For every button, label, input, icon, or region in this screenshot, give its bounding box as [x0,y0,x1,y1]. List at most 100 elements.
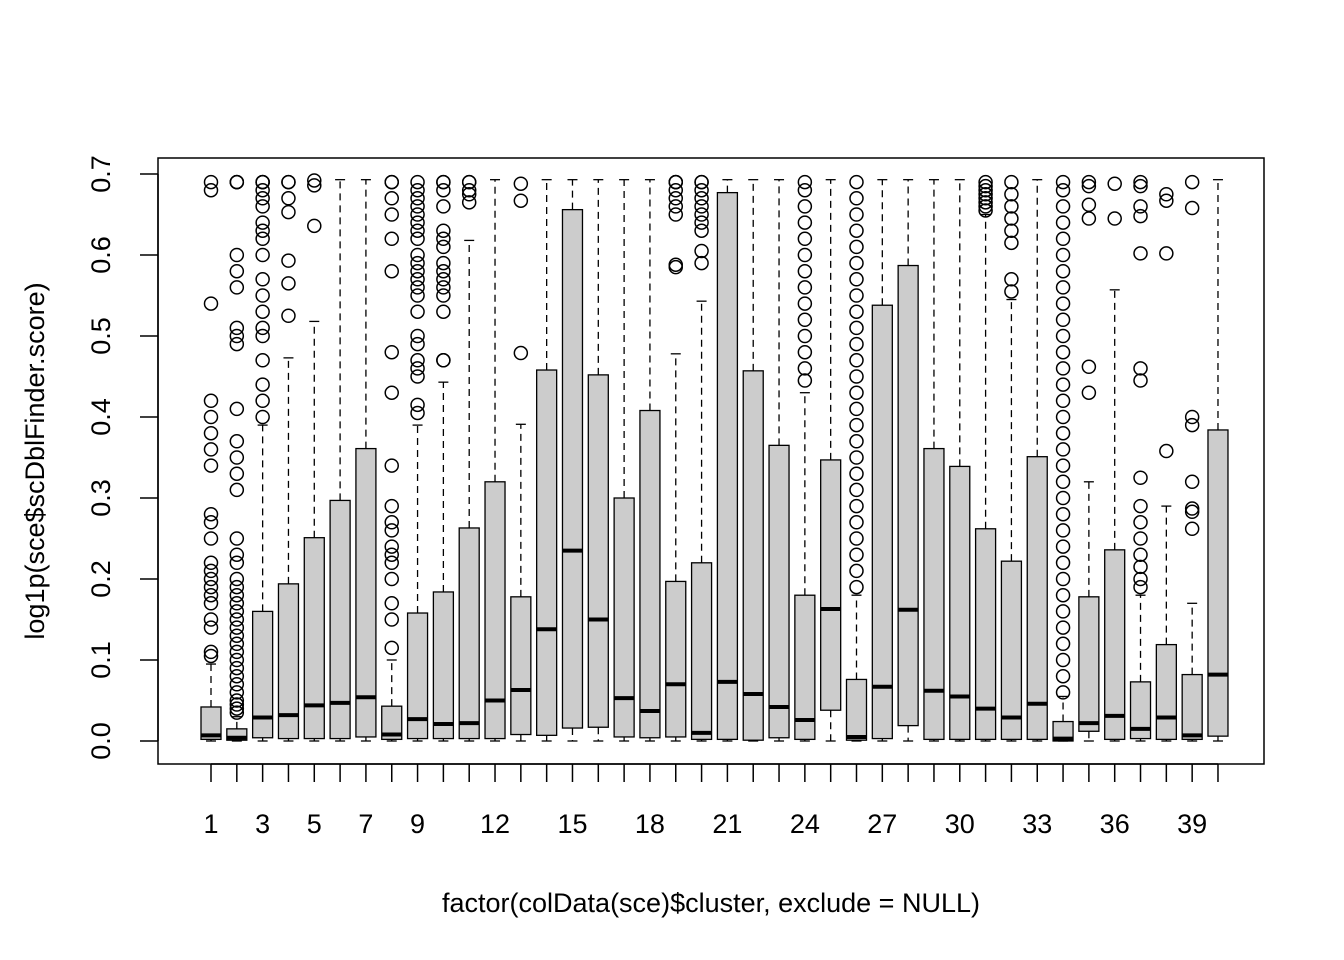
outlier-point [229,571,245,587]
box-iqr [665,580,687,738]
box-iqr [794,594,816,741]
box-iqr [1078,596,1100,732]
outlier-point [797,361,813,376]
box-iqr [949,465,971,741]
x-tick-label: 7 [358,809,373,839]
outlier-point [1055,555,1071,571]
outlier-point [1133,208,1148,224]
box-cluster-28 [897,179,919,742]
box-iqr [251,610,274,739]
x-tick-label: 3 [255,809,270,839]
box-cluster-1 [200,174,222,742]
y-axis: 0.0 0.1 0.2 0.3 0.4 0.5 0.6 0.7 [86,155,159,760]
outlier-point [203,458,219,473]
outlier-point [1159,443,1174,459]
outlier-point [849,434,864,449]
x-tick-label: 18 [635,809,665,839]
outlier-point [1055,490,1071,506]
outlier-point [1107,211,1122,226]
outlier-point [229,587,245,603]
outlier-point [694,223,709,238]
x-tick-label: 33 [1022,809,1052,839]
box-cluster-13 [510,176,532,742]
outlier-point [849,563,864,579]
x-tick-label: 5 [307,809,322,839]
outlier-point [849,353,864,368]
box-cluster-6 [329,179,351,742]
outlier-point [229,466,245,481]
outlier-point [229,336,245,352]
box-cluster-20 [690,174,713,742]
outlier-point [229,247,245,263]
outlier-point [229,604,245,619]
outlier-point [384,555,399,571]
outlier-point [849,272,864,287]
outlier-point [849,174,864,190]
outlier-point [1004,211,1019,226]
outlier-point [1004,284,1019,299]
outlier-point [255,223,270,238]
outlier-point [513,345,529,361]
outlier-point [849,482,864,498]
y-tick-label: 0.2 [86,560,116,598]
box-cluster-27 [871,179,893,742]
outlier-point [229,660,245,676]
box-cluster-11 [458,174,480,742]
x-tick-label: 1 [203,809,218,839]
outlier-point [229,174,245,190]
x-tick-label: 36 [1100,809,1130,839]
outlier-point [1055,263,1071,279]
outlier-point [1184,200,1200,216]
box-iqr [1207,429,1229,737]
outlier-point [1081,359,1097,375]
outlier-point [461,174,477,190]
box-iqr [639,409,661,739]
outlier-point [203,296,219,311]
outlier-point [1055,231,1071,247]
x-tick-label: 24 [790,809,820,839]
outlier-point [1055,604,1071,619]
outlier-point [384,523,399,538]
outlier-point [410,215,425,230]
outlier-point [203,644,219,660]
outlier-point [1133,531,1148,546]
outlier-point [436,304,451,319]
outlier-point [229,596,245,611]
outlier-point [410,353,425,368]
outlier-point [203,393,219,409]
outlier-point [1159,193,1174,208]
outlier-point [229,320,245,336]
box-iqr [432,591,455,740]
outlier-point [384,231,399,247]
outlier-point [1004,199,1019,214]
outlier-point [255,231,270,247]
outlier-point [849,515,864,530]
outlier-point [410,405,425,421]
box-cluster-24 [794,174,816,742]
outlier-point [1133,571,1148,587]
outlier-point [1133,178,1148,194]
outlier-point [978,174,993,190]
outlier-point [203,506,219,522]
box-cluster-26 [845,174,868,742]
box-iqr [200,706,222,741]
outlier-point [1004,235,1019,251]
outlier-point [1184,504,1200,520]
box-cluster-32 [1000,174,1023,742]
box-cluster-17 [613,179,635,742]
box-cluster-22 [742,179,764,742]
outlier-point [255,247,270,263]
outlier-point [384,174,399,190]
outlier-point [203,425,219,441]
box-iqr [1000,560,1023,741]
outlier-point [255,320,270,336]
outlier-point [849,450,864,465]
box-cluster-30 [949,179,971,742]
outlier-point [694,255,709,271]
y-tick-label: 0.6 [86,236,116,274]
outlier-point [384,571,399,587]
outlier-point [668,174,684,190]
outlier-point [410,199,425,214]
outlier-point [1004,223,1019,238]
outlier-point [1055,182,1071,198]
